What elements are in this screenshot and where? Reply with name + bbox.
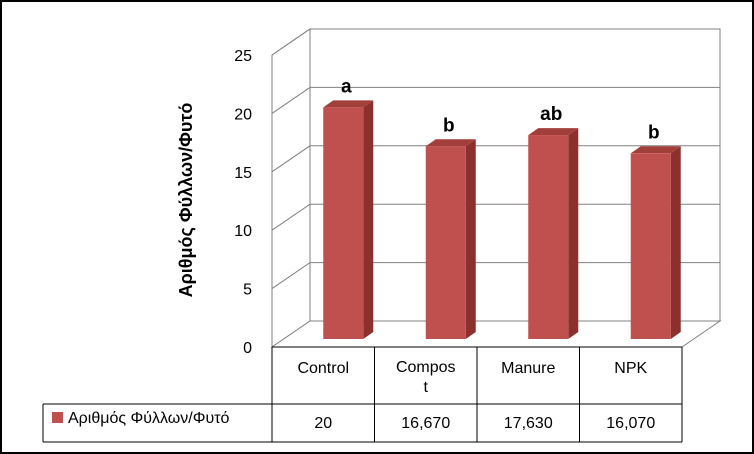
- bar-side: [363, 100, 374, 340]
- bars: [323, 100, 681, 340]
- gridline: [271, 145, 720, 173]
- y-tick-label: 5: [243, 282, 252, 299]
- plot-walls: [270, 28, 722, 348]
- data-value: 16,070: [606, 415, 655, 432]
- gridline: [271, 203, 720, 231]
- bar-side: [465, 139, 476, 339]
- y-tick-label: 15: [234, 165, 252, 182]
- y-tick-labels: 0 5 10 15 20 25: [234, 48, 252, 357]
- significance-letter: b: [443, 115, 455, 136]
- bar-top: [630, 146, 681, 154]
- bar: [425, 139, 476, 339]
- bar: [323, 100, 374, 340]
- side-wall: [271, 28, 311, 348]
- gridline: [271, 86, 720, 114]
- bar-side: [670, 146, 681, 339]
- bar-top: [425, 139, 476, 147]
- y-tick-label: 20: [234, 106, 252, 123]
- significance-letter: a: [341, 76, 352, 97]
- data-value: 17,630: [504, 415, 553, 432]
- category-label: Compos: [396, 359, 456, 376]
- bar-front: [425, 146, 466, 339]
- category-label: t: [424, 379, 429, 396]
- bar-front: [323, 107, 364, 340]
- y-tick-label: 25: [234, 48, 252, 65]
- legend-key: [52, 412, 63, 423]
- gridlines: [271, 28, 720, 290]
- y-axis-label: Αριθμός Φύλλων/Φυτό: [176, 103, 196, 298]
- bar-front: [630, 153, 671, 339]
- bar: [528, 128, 579, 339]
- category-label: NPK: [614, 360, 647, 377]
- category-label: Manure: [501, 360, 555, 377]
- bar-top: [323, 100, 374, 108]
- data-table: Control Compos t Manure NPK Αριθμός Φύλλων/Φυ…: [42, 346, 683, 443]
- bar-side: [568, 128, 579, 339]
- gridline: [271, 28, 720, 56]
- bar-top: [528, 128, 579, 136]
- gridline: [271, 262, 720, 290]
- legend-series-name: Αριθμός Φύλλων/Φυτό: [68, 410, 230, 427]
- significance-letter: ab: [540, 104, 562, 125]
- bar: [630, 146, 681, 339]
- category-label: Control: [297, 360, 349, 377]
- significance-letter: b: [648, 122, 660, 143]
- bar-front: [528, 135, 569, 339]
- y-tick-label: 10: [234, 223, 252, 240]
- y-tick-label: 0: [243, 340, 252, 357]
- data-value: 16,670: [401, 415, 450, 432]
- data-value: 20: [314, 415, 332, 432]
